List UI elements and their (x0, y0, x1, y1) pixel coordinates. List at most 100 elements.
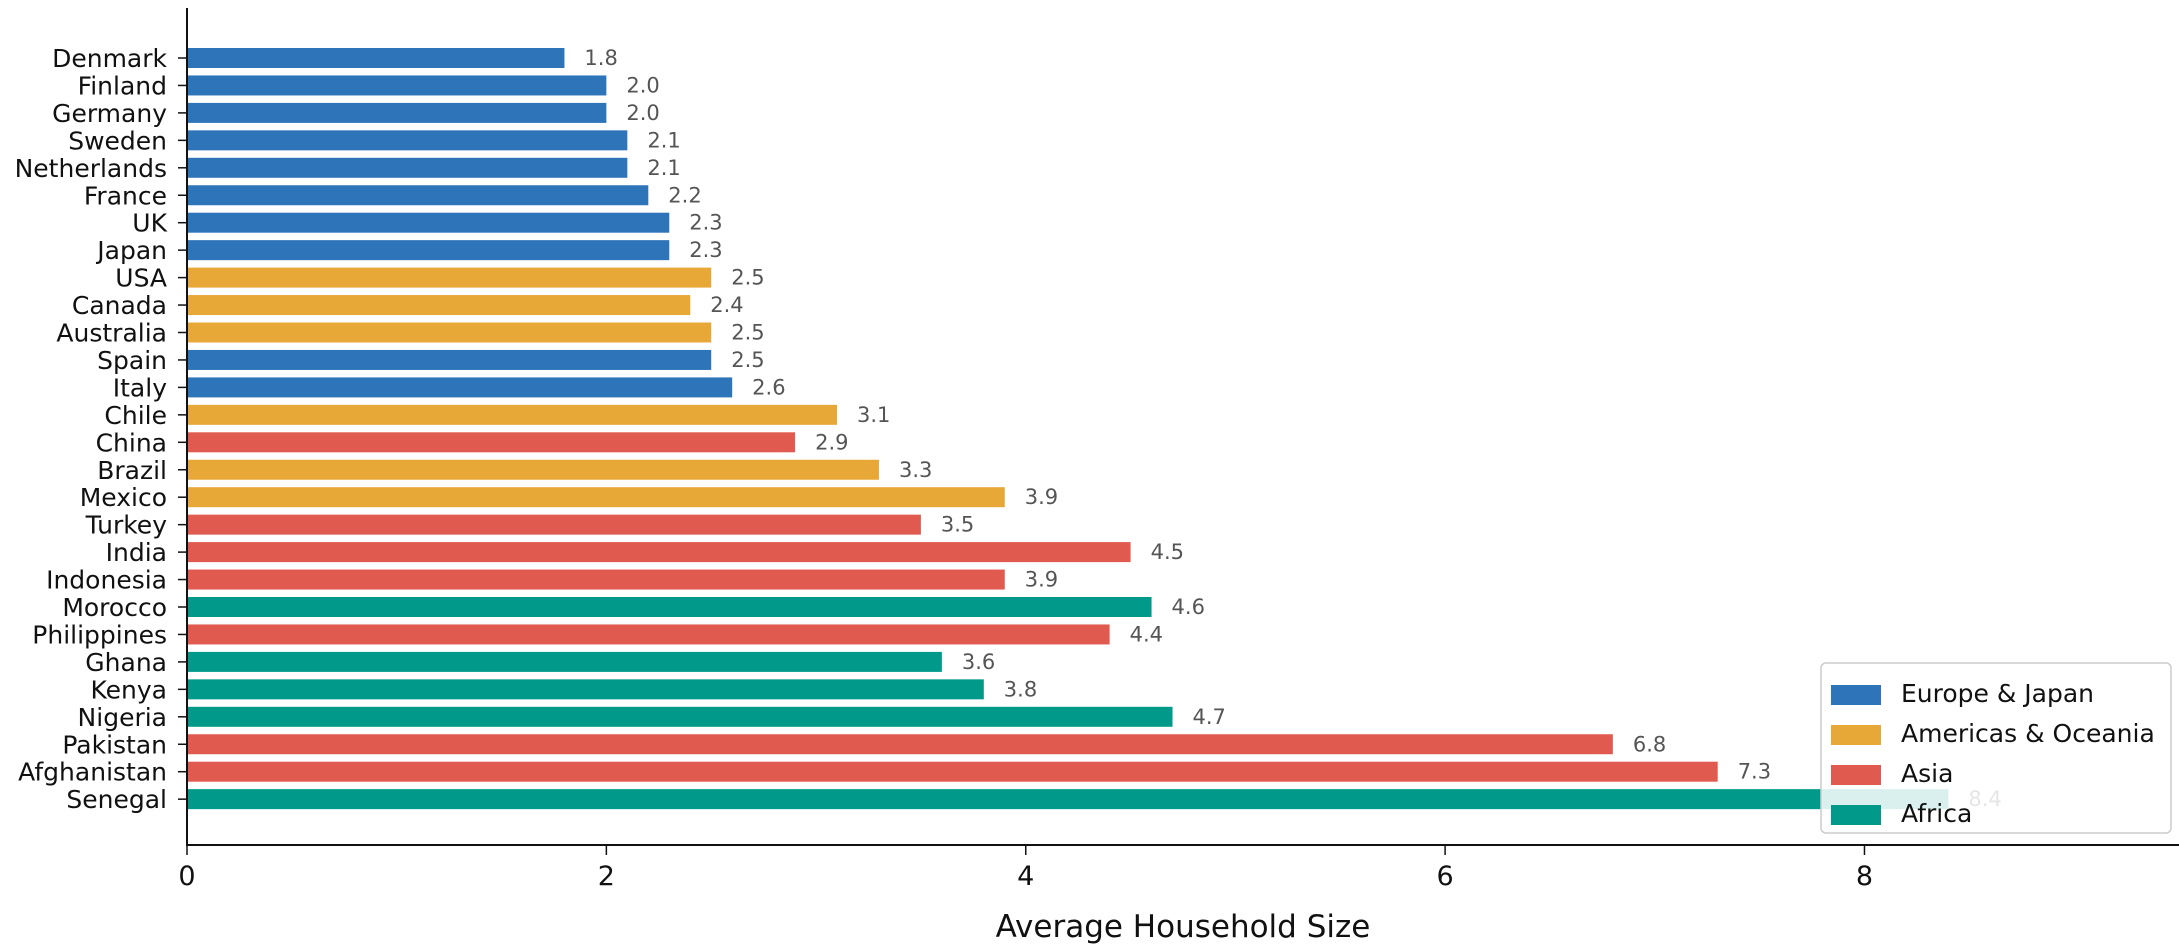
value-label-ghana: 3.6 (962, 650, 995, 674)
category-label-afghanistan: Afghanistan (18, 758, 167, 787)
value-label-nigeria: 4.7 (1193, 705, 1226, 729)
bar-senegal (187, 789, 1949, 810)
category-label-germany: Germany (52, 99, 167, 128)
value-label-finland: 2.0 (626, 73, 659, 97)
value-label-pakistan: 6.8 (1633, 732, 1666, 756)
bar-germany (187, 102, 607, 123)
bar-chile (187, 404, 838, 425)
bar-philippines (187, 624, 1110, 645)
bar-france (187, 185, 649, 206)
category-label-philippines: Philippines (32, 620, 167, 649)
legend-swatch-americas-oceania (1831, 725, 1881, 745)
category-label-chile: Chile (104, 401, 167, 430)
value-label-germany: 2.0 (626, 101, 659, 125)
bar-australia (187, 322, 712, 343)
x-tick-label-4: 4 (1017, 861, 1034, 892)
bar-mexico (187, 487, 1005, 508)
bar-china (187, 432, 796, 453)
legend-swatch-europe-japan (1831, 685, 1881, 705)
value-label-italy: 2.6 (752, 375, 785, 399)
x-ticks-group: 0 2 4 6 8 (178, 845, 1873, 892)
category-label-sweden: Sweden (68, 126, 167, 155)
bar-spain (187, 349, 712, 370)
category-label-italy: Italy (113, 373, 167, 402)
category-label-mexico: Mexico (80, 483, 167, 512)
x-tick-label-2: 2 (598, 861, 615, 892)
legend-label-americas-oceania: Americas & Oceania (1901, 719, 2155, 748)
value-label-sweden: 2.1 (647, 128, 680, 152)
category-label-india: India (106, 538, 167, 567)
value-label-france: 2.2 (668, 183, 701, 207)
category-label-indonesia: Indonesia (46, 566, 167, 595)
value-label-morocco: 4.6 (1172, 595, 1205, 619)
legend-swatch-africa (1831, 805, 1881, 825)
category-label-usa: USA (115, 264, 167, 293)
bar-indonesia (187, 569, 1005, 590)
bar-canada (187, 295, 691, 316)
bar-india (187, 542, 1131, 563)
value-label-turkey: 3.5 (941, 513, 974, 537)
legend: Europe & Japan Americas & Oceania Asia Afri… (1820, 662, 2172, 834)
bar-morocco (187, 597, 1152, 617)
value-label-usa: 2.5 (731, 266, 764, 290)
legend-swatch-asia (1831, 765, 1881, 785)
value-label-uk: 2.3 (689, 211, 722, 235)
category-label-canada: Canada (72, 291, 167, 320)
category-labels-group: DenmarkFinlandGermanySwedenNetherlandsFr… (15, 44, 187, 814)
category-label-finland: Finland (78, 71, 167, 100)
bar-brazil (187, 459, 879, 480)
value-label-china: 2.9 (815, 430, 848, 454)
bar-afghanistan (187, 761, 1718, 782)
category-label-morocco: Morocco (62, 593, 167, 622)
value-label-canada: 2.4 (710, 293, 743, 317)
value-label-chile: 3.1 (857, 403, 890, 427)
x-tick-label-8: 8 (1856, 861, 1873, 892)
category-label-denmark: Denmark (52, 44, 167, 73)
x-tick-label-0: 0 (178, 861, 195, 892)
bar-finland (187, 75, 607, 96)
bars-group (187, 48, 1949, 810)
value-label-spain: 2.5 (731, 348, 764, 372)
category-label-kenya: Kenya (91, 675, 168, 704)
category-label-ghana: Ghana (85, 648, 167, 677)
category-label-netherlands: Netherlands (15, 154, 167, 183)
category-label-nigeria: Nigeria (78, 703, 167, 732)
bar-usa (187, 267, 712, 288)
bar-denmark (187, 48, 565, 68)
value-label-japan: 2.3 (689, 238, 722, 262)
legend-label-asia: Asia (1901, 759, 1953, 788)
bar-uk (187, 212, 670, 233)
legend-label-africa: Africa (1901, 799, 1972, 828)
bar-pakistan (187, 734, 1613, 755)
category-label-japan: Japan (95, 236, 167, 265)
category-label-pakistan: Pakistan (62, 730, 167, 759)
value-label-india: 4.5 (1151, 540, 1184, 564)
bar-ghana (187, 651, 942, 672)
legend-label-europe-japan: Europe & Japan (1901, 679, 2094, 708)
value-label-kenya: 3.8 (1004, 677, 1037, 701)
bar-kenya (187, 679, 984, 700)
category-label-spain: Spain (97, 346, 167, 375)
bar-italy (187, 377, 733, 398)
x-axis-title: Average Household Size (996, 909, 1371, 945)
category-label-senegal: Senegal (66, 785, 167, 814)
bar-turkey (187, 514, 921, 535)
bar-nigeria (187, 706, 1173, 727)
value-label-mexico: 3.9 (1025, 485, 1058, 509)
value-label-denmark: 1.8 (584, 46, 617, 70)
bar-netherlands (187, 157, 628, 178)
category-label-china: China (96, 428, 167, 457)
category-label-brazil: Brazil (97, 456, 167, 485)
value-label-indonesia: 3.9 (1025, 568, 1058, 592)
value-label-australia: 2.5 (731, 321, 764, 345)
value-label-brazil: 3.3 (899, 458, 932, 482)
bar-japan (187, 240, 670, 261)
legend-box (1820, 662, 2172, 834)
x-tick-label-6: 6 (1437, 861, 1454, 892)
value-label-afghanistan: 7.3 (1738, 760, 1771, 784)
category-label-turkey: Turkey (85, 511, 168, 540)
category-label-australia: Australia (56, 319, 167, 348)
category-label-france: France (84, 181, 167, 210)
value-label-netherlands: 2.1 (647, 156, 680, 180)
